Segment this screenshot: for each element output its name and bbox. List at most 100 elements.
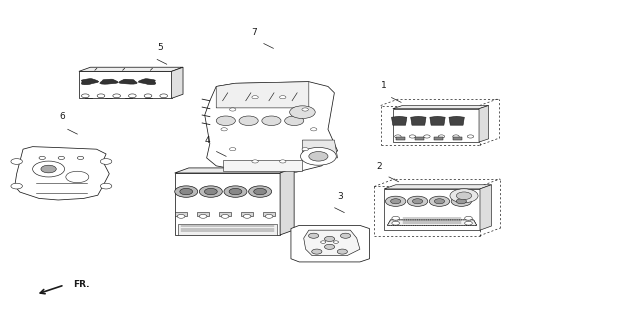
Polygon shape — [411, 116, 426, 125]
Circle shape — [465, 216, 472, 220]
Circle shape — [252, 160, 259, 163]
Circle shape — [312, 249, 322, 254]
Circle shape — [280, 160, 286, 163]
Circle shape — [392, 216, 399, 220]
Polygon shape — [118, 79, 137, 84]
Circle shape — [160, 94, 168, 98]
Circle shape — [129, 94, 136, 98]
Circle shape — [324, 244, 335, 249]
Circle shape — [429, 196, 450, 206]
Circle shape — [113, 94, 120, 98]
Bar — [415, 137, 424, 140]
Polygon shape — [393, 106, 488, 109]
Circle shape — [41, 165, 56, 173]
Polygon shape — [81, 78, 99, 85]
Circle shape — [308, 233, 319, 238]
Polygon shape — [392, 116, 407, 125]
Polygon shape — [479, 106, 488, 142]
Polygon shape — [15, 147, 109, 200]
Circle shape — [11, 183, 22, 189]
Circle shape — [224, 186, 247, 197]
Circle shape — [392, 221, 399, 225]
Circle shape — [409, 135, 415, 138]
Circle shape — [302, 148, 308, 151]
Circle shape — [100, 183, 112, 189]
Polygon shape — [387, 220, 477, 226]
Circle shape — [230, 148, 236, 151]
Bar — [435, 137, 444, 140]
Polygon shape — [175, 173, 280, 235]
Circle shape — [39, 156, 45, 160]
Circle shape — [310, 128, 317, 131]
Circle shape — [333, 241, 339, 243]
Polygon shape — [219, 212, 232, 216]
Text: 2: 2 — [376, 162, 382, 171]
Text: 6: 6 — [60, 112, 65, 122]
Polygon shape — [241, 212, 253, 216]
Polygon shape — [138, 79, 156, 85]
Circle shape — [280, 96, 286, 99]
Polygon shape — [384, 185, 492, 189]
Circle shape — [265, 214, 273, 218]
Circle shape — [424, 135, 430, 138]
Circle shape — [395, 135, 401, 138]
Polygon shape — [280, 168, 294, 235]
Circle shape — [337, 249, 348, 254]
Text: 4: 4 — [205, 136, 211, 145]
Bar — [454, 137, 463, 140]
Polygon shape — [303, 140, 337, 158]
Polygon shape — [430, 116, 445, 125]
Polygon shape — [196, 212, 209, 216]
Text: 5: 5 — [157, 42, 163, 51]
Circle shape — [199, 186, 222, 197]
Polygon shape — [205, 82, 337, 172]
Text: 1: 1 — [381, 81, 387, 90]
Circle shape — [390, 199, 401, 204]
Circle shape — [285, 116, 304, 125]
Bar — [396, 137, 405, 140]
Circle shape — [177, 214, 185, 218]
Circle shape — [412, 199, 422, 204]
Polygon shape — [178, 224, 277, 235]
Text: FR.: FR. — [73, 280, 90, 289]
Circle shape — [324, 236, 335, 241]
Circle shape — [301, 147, 336, 165]
Circle shape — [58, 156, 65, 160]
Polygon shape — [384, 189, 480, 230]
Polygon shape — [216, 82, 309, 108]
Circle shape — [239, 116, 258, 125]
Circle shape — [199, 214, 207, 218]
Circle shape — [438, 135, 445, 138]
Polygon shape — [100, 79, 118, 84]
Circle shape — [144, 94, 152, 98]
Circle shape — [456, 192, 472, 200]
Polygon shape — [480, 185, 492, 230]
Circle shape — [262, 116, 281, 125]
Circle shape — [309, 152, 328, 161]
Circle shape — [465, 221, 472, 225]
Circle shape — [385, 196, 406, 206]
Circle shape — [221, 214, 229, 218]
Polygon shape — [304, 230, 360, 256]
Text: 3: 3 — [337, 192, 343, 201]
Circle shape — [66, 171, 89, 183]
Circle shape — [407, 196, 428, 206]
Polygon shape — [223, 160, 303, 171]
Circle shape — [450, 189, 478, 203]
Circle shape — [33, 161, 65, 177]
Circle shape — [221, 128, 227, 131]
Circle shape — [248, 186, 271, 197]
Circle shape — [321, 241, 326, 243]
Circle shape — [452, 135, 459, 138]
Polygon shape — [262, 212, 275, 216]
Circle shape — [97, 94, 105, 98]
Circle shape — [81, 94, 89, 98]
Circle shape — [451, 196, 472, 206]
Circle shape — [253, 189, 266, 195]
Polygon shape — [79, 67, 183, 71]
Circle shape — [467, 135, 474, 138]
Circle shape — [290, 106, 316, 119]
Polygon shape — [291, 226, 369, 262]
Polygon shape — [175, 212, 188, 216]
Circle shape — [243, 214, 251, 218]
